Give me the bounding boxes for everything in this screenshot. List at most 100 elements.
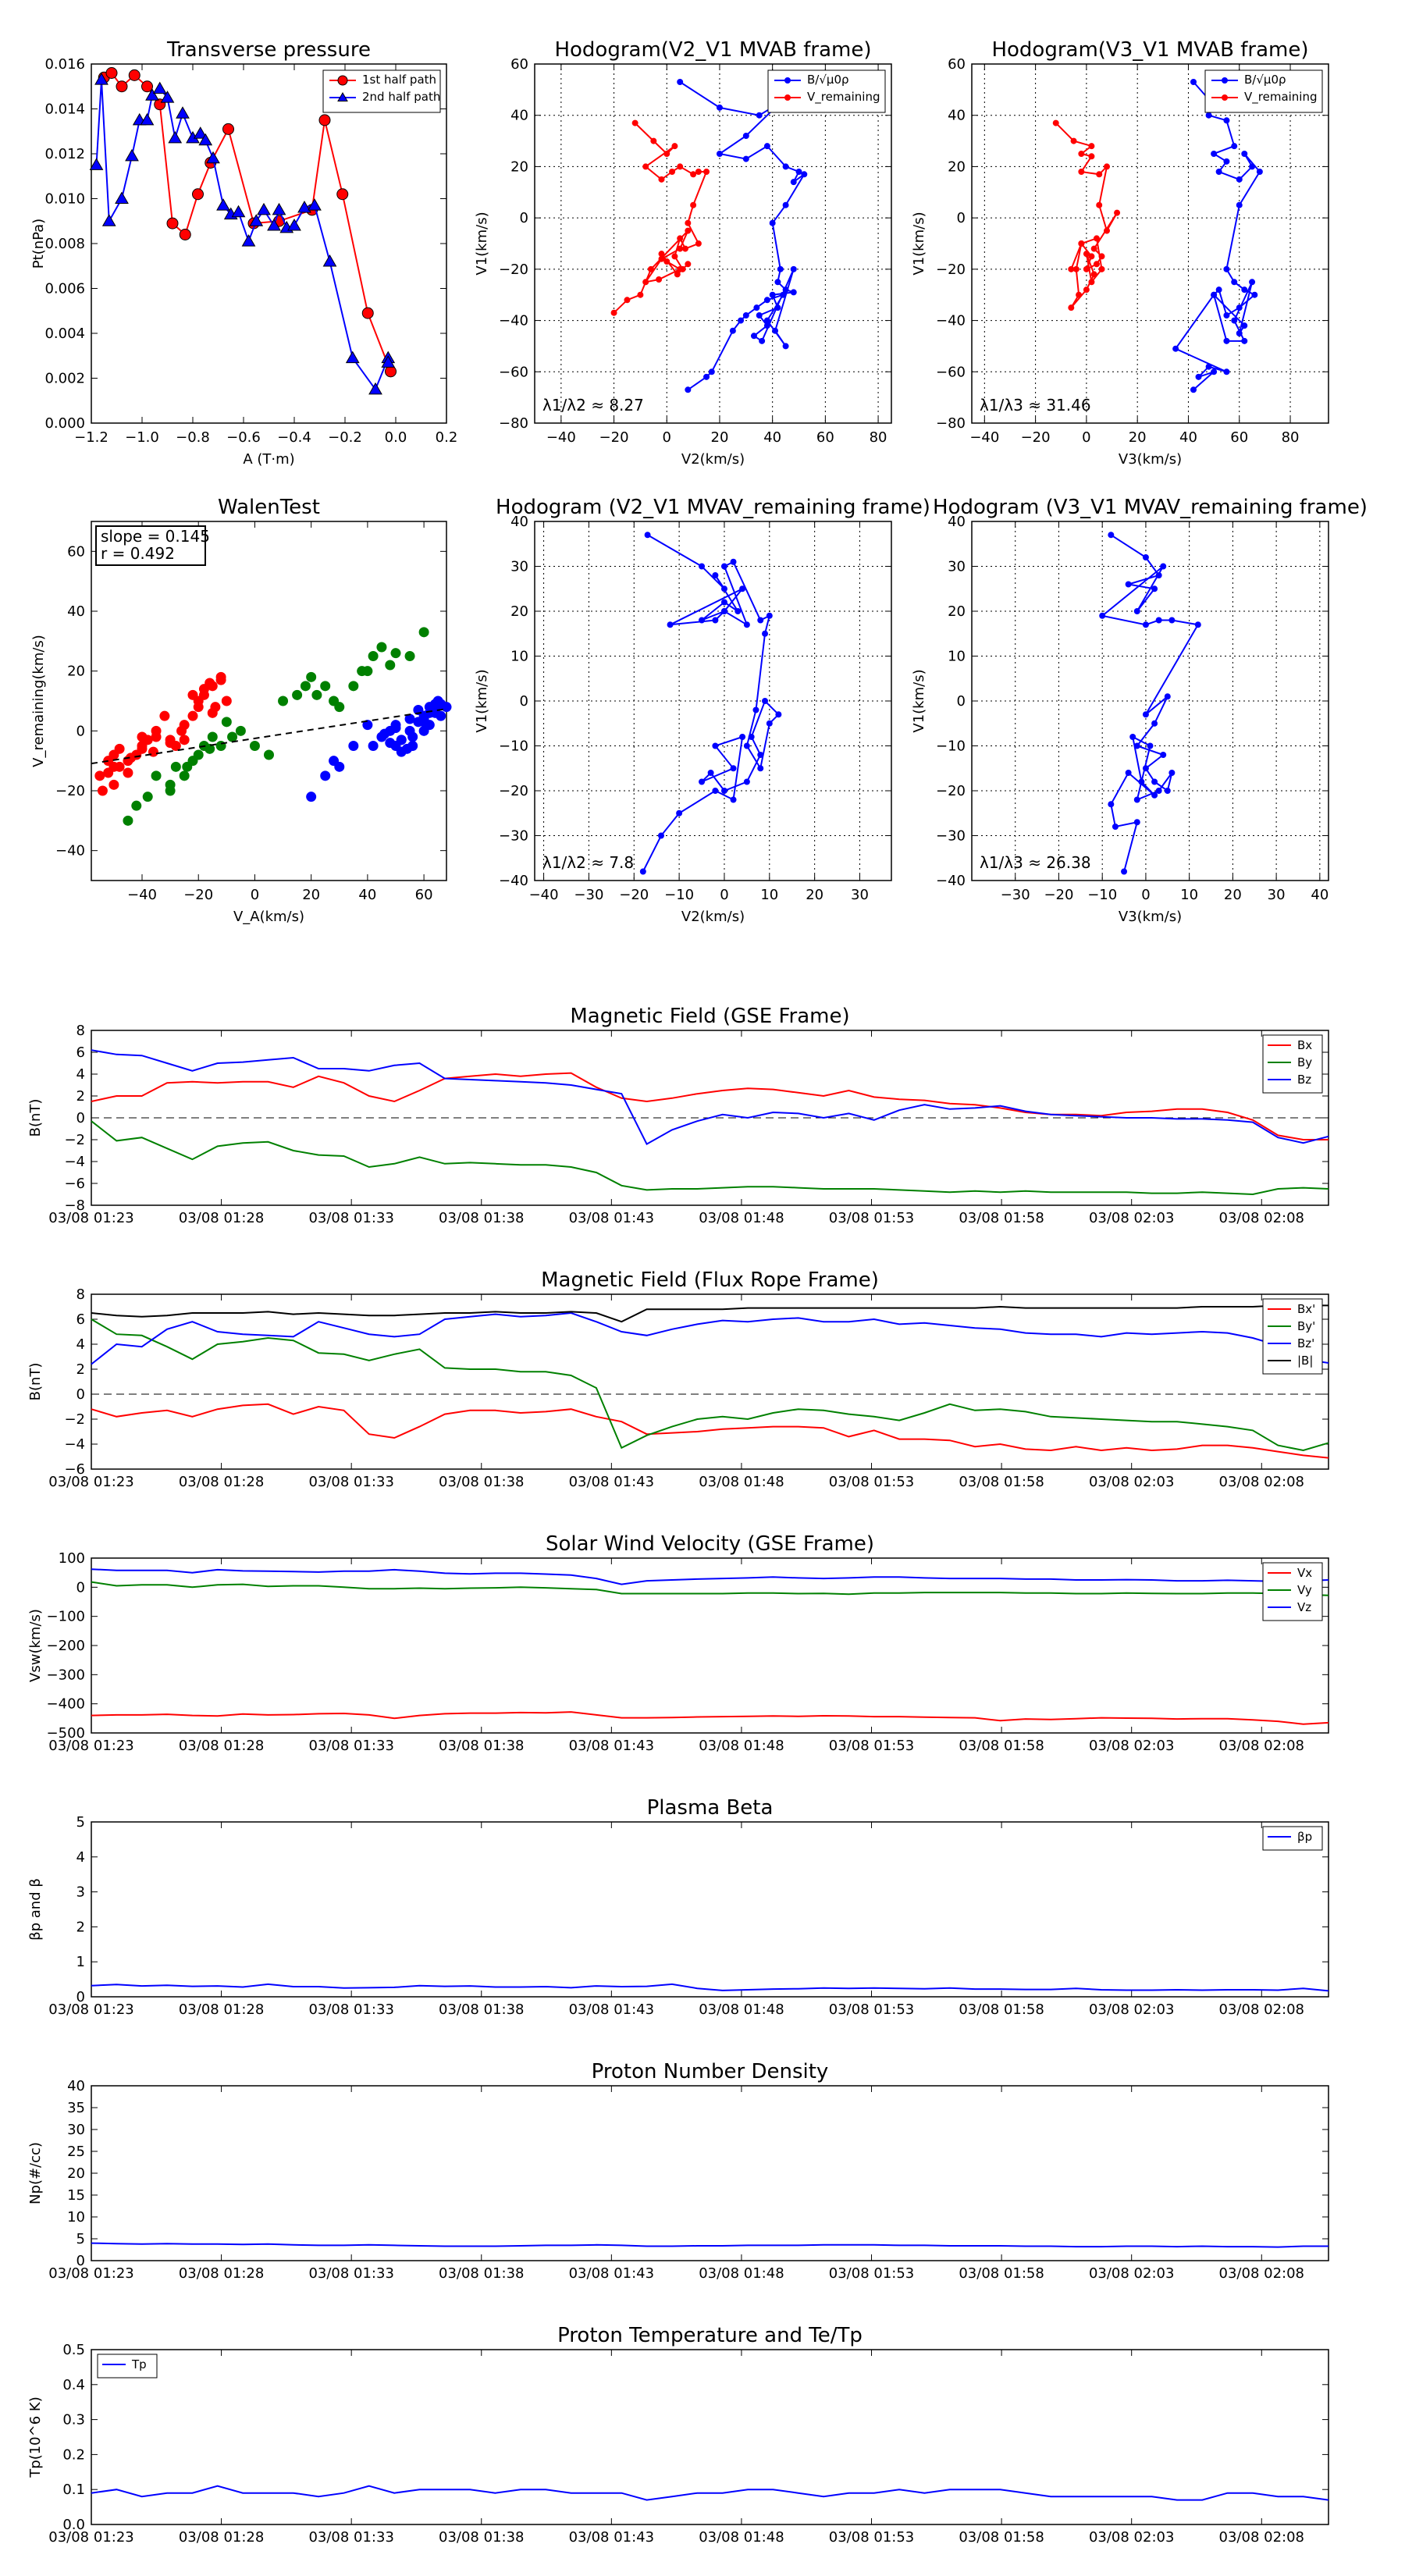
y-tick-label: 100 (59, 1550, 85, 1567)
data-point (695, 240, 702, 247)
chart-h1: −80 −60 −40 −20 0 20 40 60 −40 −20 0 20 40 60 80 Hodogr… (474, 38, 892, 468)
series-line (91, 1304, 1329, 1323)
data-point (782, 163, 789, 170)
plot-frame (91, 1293, 1329, 1470)
data-point (345, 350, 360, 364)
x-tick-label: 03/08 01:53 (829, 1210, 914, 1226)
data-point (1160, 752, 1167, 758)
scatter-point (159, 710, 170, 721)
legend: 1st half path 2nd half path (322, 69, 441, 113)
data-point (1211, 368, 1218, 375)
data-point (712, 742, 719, 749)
scatter-point (151, 770, 162, 781)
y-tick-label: 0.008 (44, 236, 85, 252)
y-tick-label: 40 (948, 108, 966, 124)
y-tick-label: 1 (76, 1954, 85, 1970)
data-point (337, 75, 348, 86)
y-tick-label: 35 (67, 2100, 85, 2116)
y-tick-label: 3 (76, 1884, 85, 1901)
data-point (1151, 720, 1158, 727)
data-point (267, 218, 281, 231)
scatter-point (94, 770, 105, 781)
data-point (1090, 271, 1097, 278)
data-point (381, 355, 396, 368)
y-tick-label: 0 (76, 1110, 85, 1126)
scatter-point (348, 741, 359, 751)
x-tick-label: −10 (1087, 887, 1117, 903)
scatter-point (320, 770, 331, 781)
y-tick-label: −20 (55, 783, 85, 799)
data-point (152, 81, 167, 94)
data-point (1155, 572, 1162, 578)
scatter-point (114, 743, 125, 754)
y-tick-label: −300 (47, 1667, 85, 1683)
data-point (1078, 151, 1085, 157)
y-tick-label: 0.004 (44, 326, 85, 342)
data-point (735, 608, 742, 614)
data-point (1076, 291, 1083, 298)
data-point (784, 77, 791, 84)
data-point (1138, 778, 1145, 785)
legend-label: B/√μ0ρ (1244, 73, 1286, 87)
data-point (1241, 151, 1248, 157)
y-tick-label: 0 (957, 210, 966, 226)
data-point (644, 532, 651, 539)
chart-title: Solar Wind Velocity (GSE Frame) (546, 1532, 874, 1556)
scatter-point (379, 728, 390, 739)
data-point (720, 788, 727, 794)
y-axis-label: V1(km/s) (474, 669, 490, 732)
y-tick-label: 40 (948, 514, 966, 530)
x-tick-label: 10 (1180, 887, 1198, 903)
data-point (762, 698, 769, 704)
y-axis-label: V1(km/s) (474, 212, 490, 275)
y-tick-label: 40 (67, 2078, 85, 2094)
data-point (1108, 801, 1115, 808)
scatter-point (179, 735, 190, 745)
x-axis-label: V_A(km/s) (233, 909, 304, 925)
data-point (774, 279, 781, 286)
data-point (166, 217, 179, 229)
data-point (1236, 176, 1243, 183)
chart-h3: −40 −30 −20 −10 0 10 20 30 40 −40 −30 −20 −10 0 10 20 30… (474, 496, 930, 925)
scatter-point (385, 738, 396, 749)
x-tick-label: 03/08 01:23 (48, 2529, 133, 2546)
y-tick-label: −8 (64, 1197, 85, 1214)
data-point (762, 630, 769, 637)
chart-title: Magnetic Field (Flux Rope Frame) (541, 1268, 879, 1292)
data-point (656, 276, 663, 283)
y-tick-label: 10 (510, 649, 528, 665)
scatter-point (179, 770, 190, 781)
x-tick-label: 03/08 02:08 (1219, 1210, 1304, 1226)
series-line (91, 2485, 1329, 2501)
x-tick-label: 80 (1282, 429, 1300, 446)
legend-label: Bx' (1297, 1302, 1315, 1316)
scatter-point (221, 717, 232, 728)
legend: Vx Vy Vz (1262, 1562, 1323, 1621)
series-line (91, 1311, 1329, 1365)
chart-title: Hodogram (V2_V1 MVAV_remaining frame) (496, 496, 930, 519)
data-point (1104, 227, 1111, 234)
data-point (784, 94, 791, 101)
scatter-point (292, 689, 303, 700)
y-tick-label: −20 (936, 262, 966, 278)
data-point (756, 112, 763, 119)
scatter-point (306, 671, 317, 682)
y-tick-label: 0.1 (62, 2482, 85, 2498)
data-point (677, 235, 684, 242)
data-point (699, 563, 706, 570)
x-tick-label: 60 (1230, 429, 1248, 446)
data-point (677, 163, 684, 170)
x-tick-label: 03/08 01:53 (829, 2529, 914, 2546)
x-tick-label: −1.2 (74, 429, 108, 446)
y-tick-label: 0.000 (44, 415, 85, 432)
data-point (674, 271, 681, 278)
scatter-point (300, 681, 311, 692)
y-tick-label: 8 (76, 1286, 85, 1303)
data-point (738, 317, 745, 324)
scatter-point (306, 792, 317, 802)
y-tick-label: 0 (520, 210, 528, 226)
y-tick-label: 0 (76, 723, 85, 739)
y-tick-label: −40 (55, 843, 85, 859)
y-tick-label: 6 (76, 1044, 85, 1061)
